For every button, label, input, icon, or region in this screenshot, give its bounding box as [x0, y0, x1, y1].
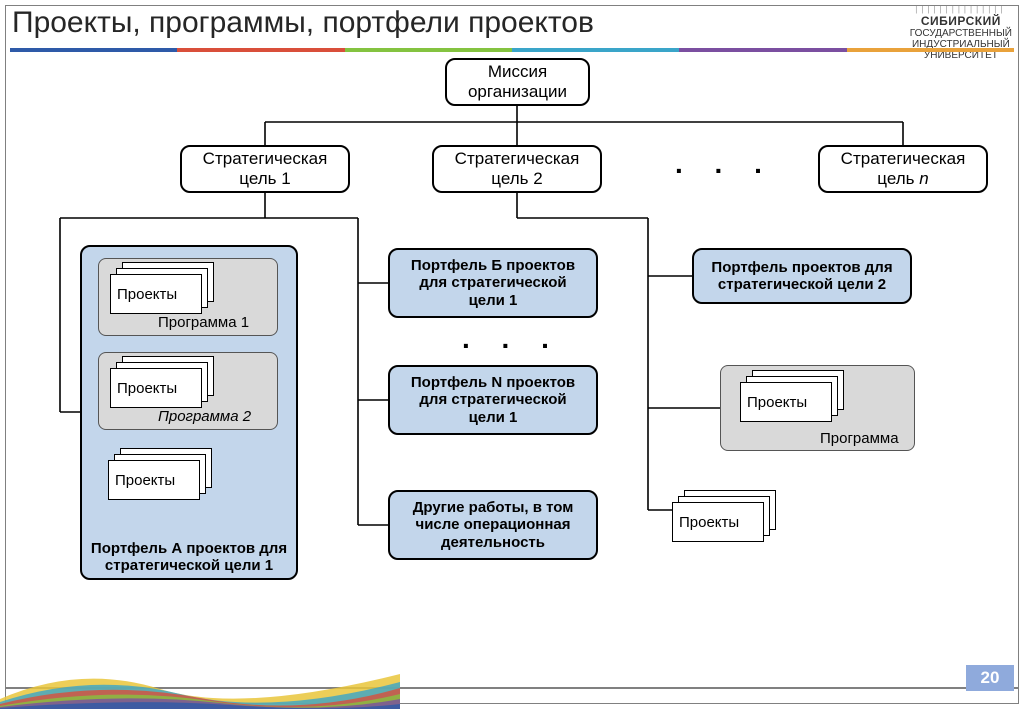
portfolio-a-label: Портфель А проектов длястратегической це… — [82, 540, 296, 574]
program-generic-label: Программа — [820, 430, 899, 447]
node-portfolio-n-label: Портфель N проектовдля стратегическойцел… — [411, 374, 575, 426]
node-mission-label: Миссияорганизации — [468, 62, 567, 101]
node-other-work: Другие работы, в томчисле операционнаяде… — [388, 490, 598, 560]
node-goaln: Стратегическаяцель n — [818, 145, 988, 193]
docs-right-label: Проекты — [672, 502, 764, 542]
node-goal1-label: Стратегическаяцель 1 — [203, 149, 328, 188]
node-goal1: Стратегическаяцель 1 — [180, 145, 350, 193]
node-portfolio-goal2-label: Портфель проектов длястратегической цели… — [711, 259, 892, 294]
bottom-stripe — [6, 687, 1018, 689]
ellipsis-mid: . . . — [462, 323, 561, 355]
node-mission: Миссияорганизации — [445, 58, 590, 106]
node-portfolio-goal2: Портфель проектов длястратегической цели… — [692, 248, 912, 304]
slide-title: Проекты, программы, портфели проектов — [12, 6, 594, 40]
node-portfolio-n: Портфель N проектовдля стратегическойцел… — [388, 365, 598, 435]
university-logo: ||||||||||||||| СИБИРСКИЙ ГОСУДАРСТВЕННЫ… — [910, 6, 1012, 61]
docs-loose-label: Проекты — [108, 460, 200, 500]
node-portfolio-b: Портфель Б проектовдля стратегическойцел… — [388, 248, 598, 318]
page-number: 20 — [966, 665, 1014, 691]
node-goal2-label: Стратегическаяцель 2 — [455, 149, 580, 188]
node-goal2: Стратегическаяцель 2 — [432, 145, 602, 193]
program1-label: Программа 1 — [158, 314, 249, 331]
docs-program-generic-label: Проекты — [740, 382, 832, 422]
docs-program1-label: Проекты — [110, 274, 202, 314]
logo-line2: ГОСУДАРСТВЕННЫЙ — [910, 28, 1012, 39]
node-other-label: Другие работы, в томчисле операционнаяде… — [413, 499, 574, 551]
program2-label: Программа 2 — [158, 408, 251, 425]
title-stripe — [10, 48, 1014, 52]
ellipsis-goals: . . . — [675, 148, 774, 180]
node-goaln-label: Стратегическаяцель n — [841, 149, 966, 188]
node-portfolio-b-label: Портфель Б проектовдля стратегическойцел… — [411, 257, 575, 309]
docs-program2-label: Проекты — [110, 368, 202, 408]
logo-line1: СИБИРСКИЙ — [910, 15, 1012, 28]
